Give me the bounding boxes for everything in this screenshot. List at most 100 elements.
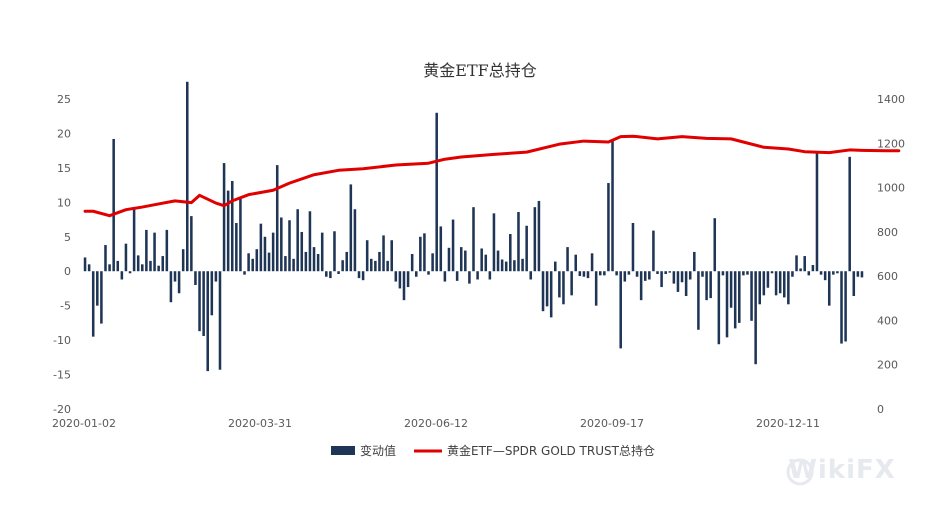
bar [746,271,749,275]
bar [292,258,295,272]
bar [795,255,798,272]
bar [398,271,402,289]
bar [488,271,492,280]
left-tick-label: -10 [53,334,71,347]
bar [235,223,238,272]
bar [149,260,152,272]
bar [611,141,614,272]
bar [218,271,222,370]
bar [549,271,553,318]
bar [484,254,488,272]
bar [423,233,426,272]
bar [709,271,712,299]
bar [370,258,373,272]
bar [198,271,201,332]
bar [435,112,438,272]
bar [194,271,197,285]
bar [554,261,557,272]
bar [104,245,107,272]
left-tick-label: -15 [53,369,71,382]
right-tick-label: 0 [877,403,884,416]
bar [823,271,827,281]
bar [284,256,287,272]
bar [120,271,124,280]
bar [693,251,696,272]
legend-label-bar: 变动值 [360,443,396,458]
legend-label-line: 黄金ETF—SPDR GOLD TRUST总持仓 [447,443,655,458]
bar [222,163,226,272]
bar [165,229,169,272]
bar [394,271,398,282]
bar [116,260,120,272]
bar [333,231,336,272]
bar [672,271,676,284]
left-tick-label: -5 [60,300,71,313]
bar [353,209,357,272]
bar [766,271,770,288]
bar [464,250,467,272]
bar [320,232,324,272]
bar [476,271,479,280]
bar [263,236,267,272]
bar [410,254,414,272]
right-tick-label: 400 [877,314,898,327]
right-axis-ticks: 1400 1200 1000 800 600 400 200 0 [877,93,905,416]
legend: 变动值 黄金ETF—SPDR GOLD TRUST总持仓 [331,443,655,458]
bar [329,271,332,279]
bar [742,271,745,276]
bar [754,271,757,365]
bar [202,271,205,336]
left-tick-label: 5 [64,231,71,244]
bar [439,226,443,272]
bar [83,257,87,272]
bar [374,260,377,272]
bar [783,271,786,298]
bar [639,271,643,301]
bar [357,271,361,279]
bar [259,223,263,272]
bar [361,271,365,281]
bar [153,232,156,272]
bar [664,271,667,274]
bar [562,271,565,305]
bar [558,271,561,298]
bar [509,234,512,272]
bar [427,271,430,275]
bar [365,240,369,272]
bar [267,252,271,272]
bar [255,249,259,272]
bar [173,271,177,282]
left-tick-label: 0 [64,265,71,278]
bar [521,258,524,272]
bar [799,268,802,272]
bar [186,81,189,272]
bar [455,271,459,281]
bar [738,271,741,323]
bar [157,265,160,272]
bar [701,271,704,277]
bar [713,218,717,272]
bar [648,271,651,280]
bar [459,247,463,272]
bar [586,271,590,279]
bar [750,271,753,321]
bar [280,217,283,272]
bar [108,264,111,272]
bar [239,198,242,272]
bar [504,261,508,272]
bar [128,271,132,274]
left-tick-label: -20 [53,403,71,416]
bar [590,253,594,272]
bar [705,271,708,301]
bar [778,271,782,294]
bar [643,271,647,281]
bar [386,260,389,272]
bar [819,271,823,275]
left-axis-ticks: 25 20 15 10 5 0 -5 -10 -15 -20 [53,93,71,416]
bar [337,271,340,274]
bar [840,271,843,344]
bar [378,251,381,272]
bar [190,216,193,272]
bar [96,271,99,306]
